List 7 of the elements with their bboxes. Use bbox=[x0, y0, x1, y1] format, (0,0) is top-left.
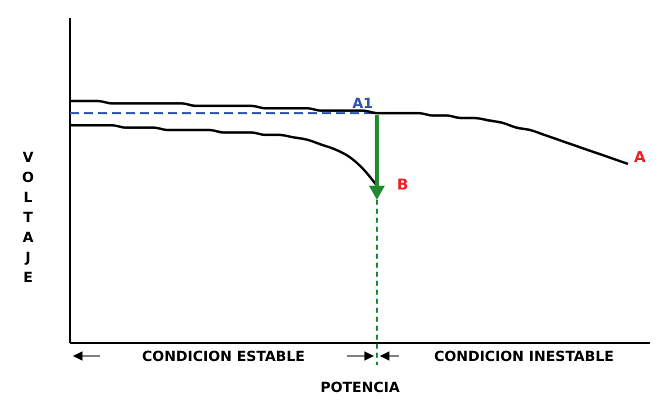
y-axis-title: VOLTAJE bbox=[20, 150, 36, 290]
series-label: B bbox=[396, 176, 408, 194]
text: CONDICION INESTABLE bbox=[434, 349, 614, 365]
x-axis-title: POTENCIA bbox=[320, 380, 400, 396]
text: CONDICION ESTABLE bbox=[142, 349, 305, 365]
series-label: A bbox=[634, 148, 646, 166]
ref-line-label: A1 bbox=[352, 96, 373, 112]
